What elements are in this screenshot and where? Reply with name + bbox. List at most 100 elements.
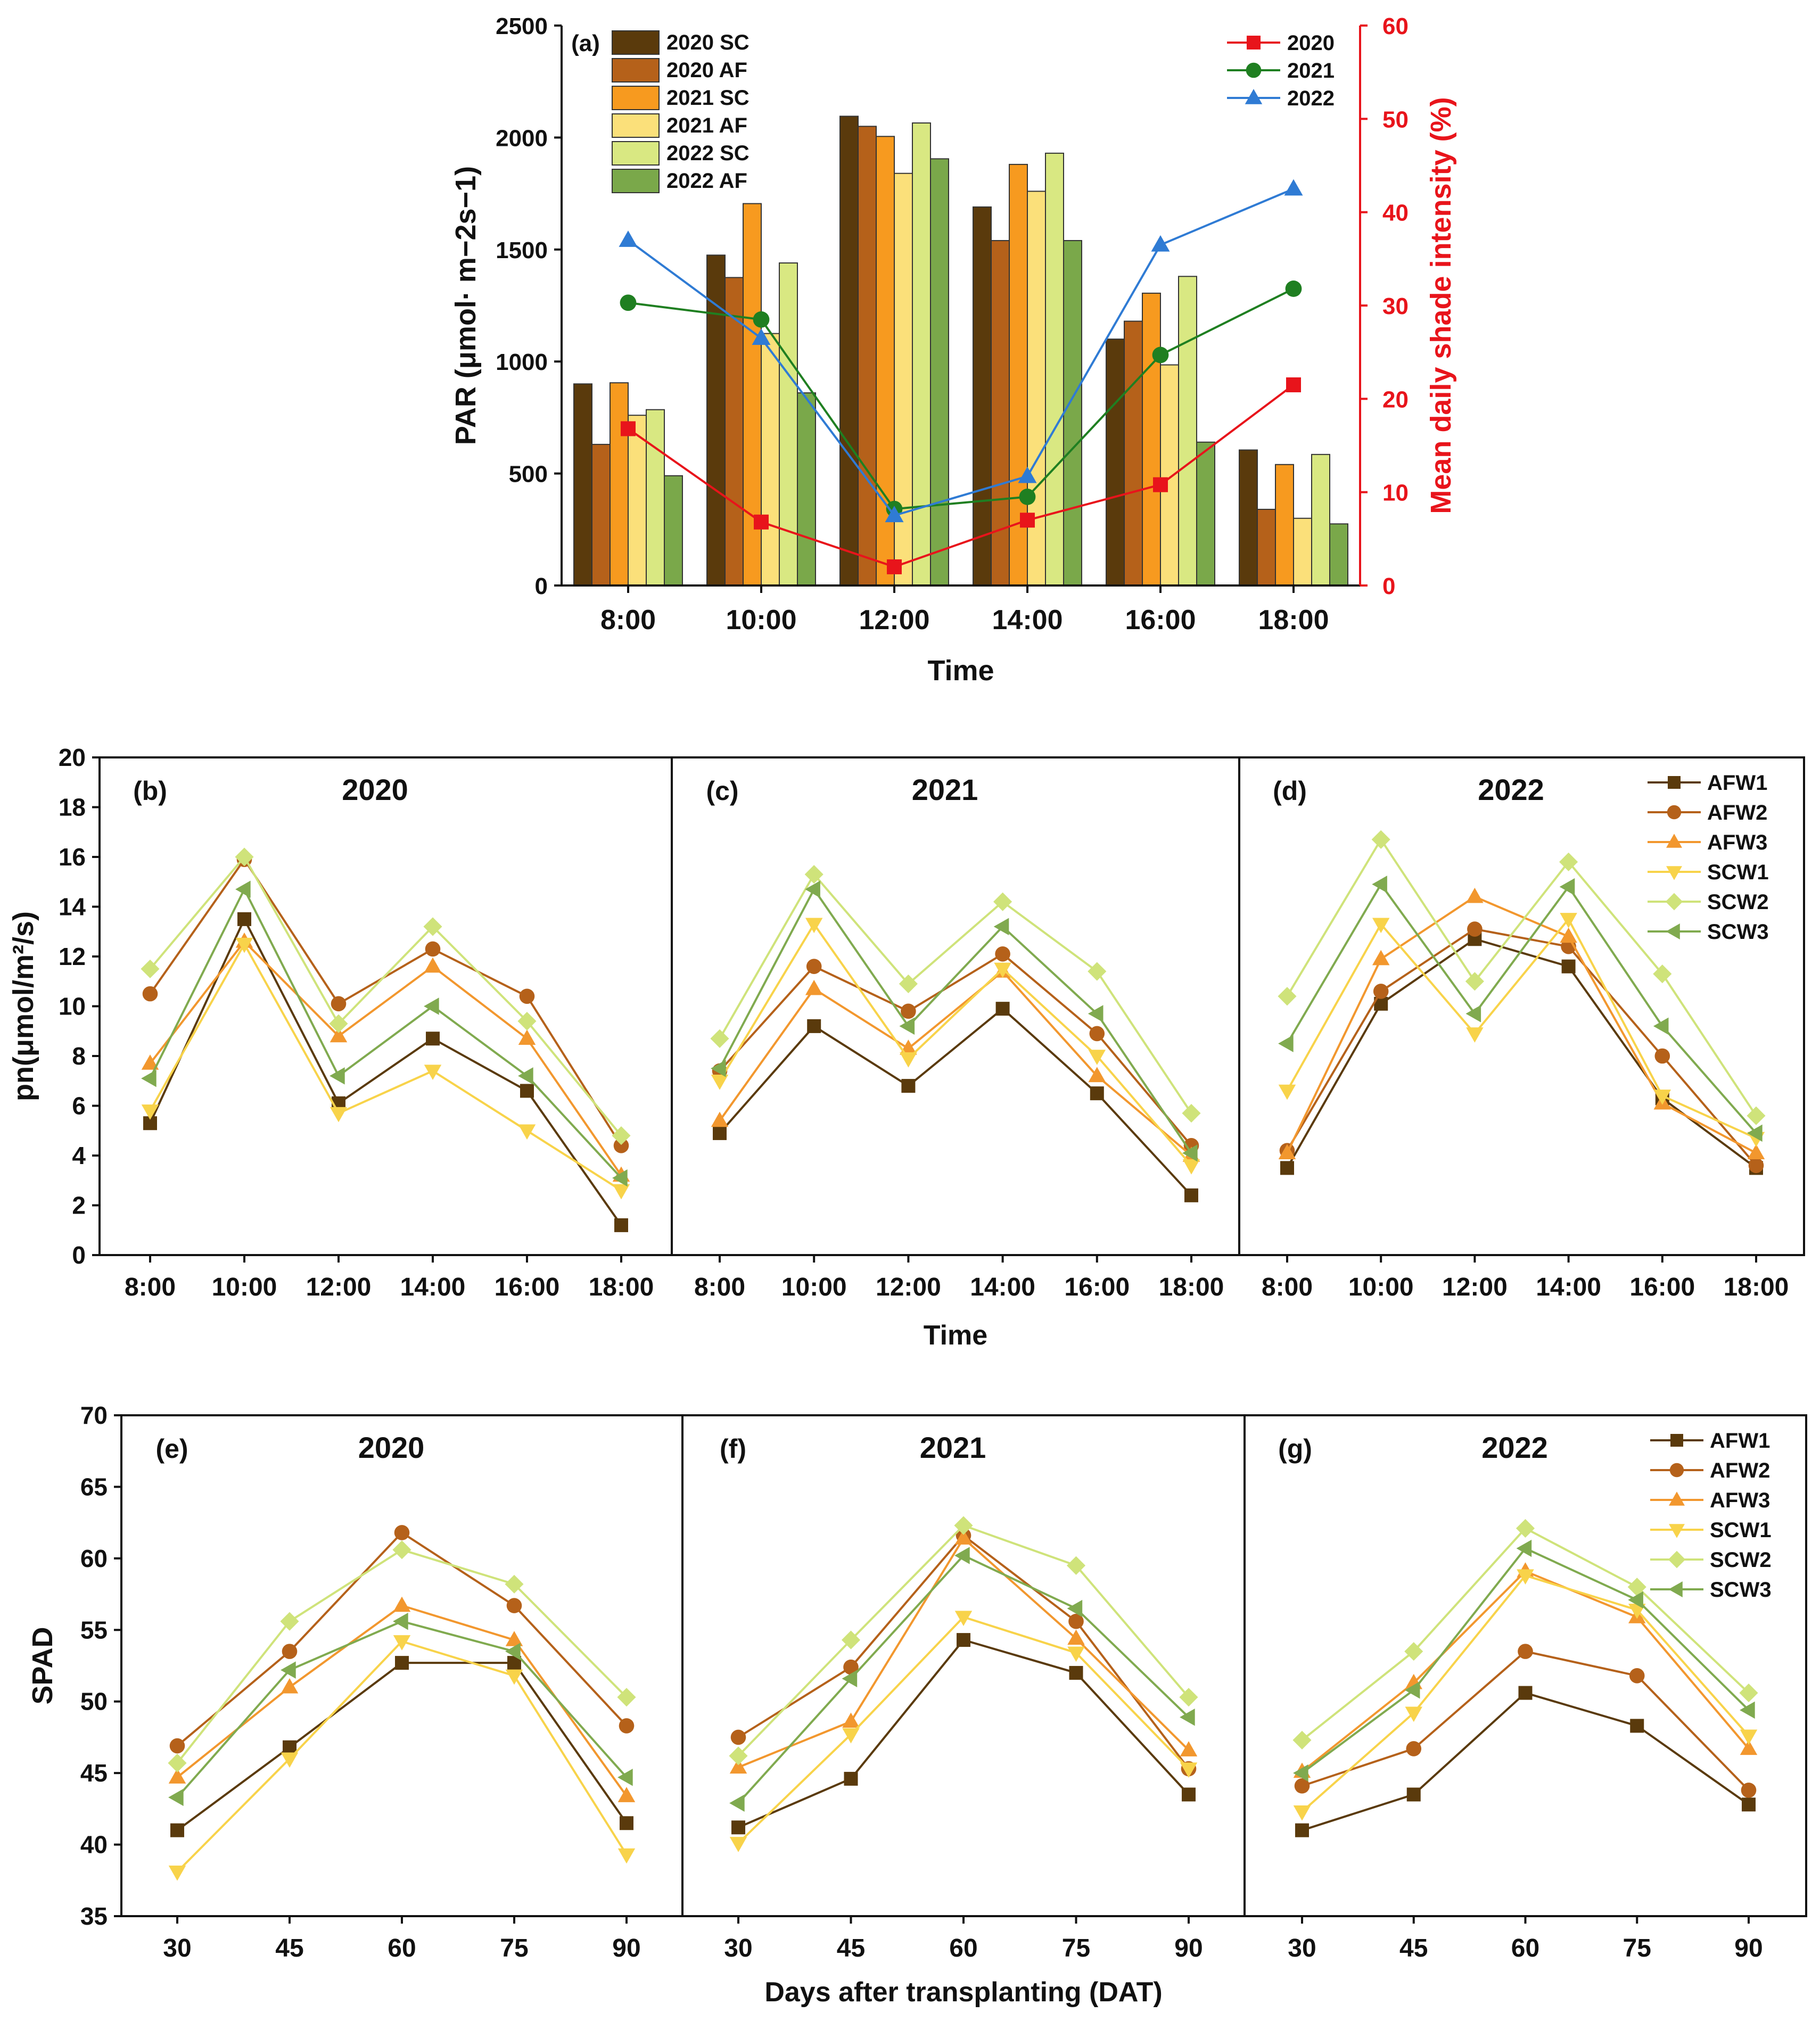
point-afw2-0 <box>169 1738 185 1754</box>
line-afw2 <box>1302 1650 1750 1791</box>
point-scw2-2 <box>1516 1519 1535 1538</box>
point-afw1-5 <box>614 1218 628 1232</box>
point-scw1-3 <box>1628 1603 1646 1619</box>
legend-label-afw3: AFW3 <box>1707 831 1767 854</box>
line-scw3 <box>149 887 622 1179</box>
bar-2022-sc-2 <box>912 122 931 587</box>
point-scw2-4 <box>517 1012 537 1031</box>
y-tick-label: 10 <box>59 993 86 1020</box>
point-scw2-4 <box>1653 964 1672 984</box>
point-2020-3 <box>1020 513 1035 528</box>
panel-title: 2021 <box>920 1431 986 1464</box>
y2-tick-label: 30 <box>1382 293 1409 319</box>
x-tick-label: 60 <box>388 1934 416 1962</box>
point-scw1-4 <box>617 1848 636 1864</box>
point-scw2-1 <box>280 1612 299 1631</box>
legend-label-2021: 2021 <box>1287 59 1335 83</box>
point-2020-4 <box>1153 477 1168 492</box>
panel-title: 2020 <box>358 1431 425 1464</box>
y-tick-label: 14 <box>59 893 86 921</box>
point-scw1-0 <box>1293 1805 1311 1821</box>
bar-2020-af-5 <box>1257 508 1276 586</box>
line-2022 <box>627 187 1294 517</box>
point-scw1-3 <box>424 1065 442 1080</box>
legend-label-scw3: SCW3 <box>1707 920 1769 944</box>
x-tick-label: 18:00 <box>1159 1273 1224 1301</box>
legend-label-scw2: SCW2 <box>1710 1548 1772 1572</box>
line-afw3 <box>149 939 622 1176</box>
point-scw3-3 <box>424 997 439 1015</box>
point-afw3-4 <box>617 1787 636 1802</box>
point-afw1-3 <box>995 1002 1010 1016</box>
point-2022-0 <box>619 230 638 247</box>
point-afw2-3 <box>1068 1613 1084 1629</box>
point-scw3-4 <box>1653 1017 1669 1035</box>
x-tick-label: 12:00 <box>306 1273 372 1301</box>
line-afw3 <box>719 970 1192 1157</box>
legend-marker-scw2 <box>1668 1550 1686 1569</box>
legend-marker-2020 <box>1247 36 1261 50</box>
bar-2020-sc-2 <box>839 116 859 586</box>
bar-2021-sc-4 <box>1142 292 1161 586</box>
y-tick-label: 2000 <box>496 125 548 151</box>
point-afw1-0 <box>731 1820 745 1835</box>
point-afw1-1 <box>1406 1787 1421 1802</box>
x-tick-label: 30 <box>163 1934 191 1962</box>
x-tick-label: 14:00 <box>400 1273 466 1301</box>
y2-tick-label: 0 <box>1382 573 1395 599</box>
x-tick-label: 8:00 <box>600 605 656 636</box>
point-scw1-2 <box>1466 1027 1484 1043</box>
point-afw1-2 <box>395 1656 409 1670</box>
point-scw3-4 <box>617 1768 633 1786</box>
panel-label: (c) <box>706 776 738 806</box>
bar-2021-af-2 <box>894 172 913 586</box>
point-afw2-3 <box>1629 1668 1645 1684</box>
point-scw2-2 <box>1465 972 1484 991</box>
point-afw3-4 <box>1088 1067 1106 1083</box>
y-tick-label: 55 <box>80 1616 108 1644</box>
y2-tick-label: 40 <box>1382 200 1409 226</box>
bar-2021-af-0 <box>628 415 647 587</box>
point-scw1-2 <box>900 1052 917 1068</box>
point-scw1-1 <box>281 1752 299 1768</box>
point-scw3-0 <box>729 1794 745 1812</box>
panel-label: (a) <box>571 30 600 56</box>
point-afw1-4 <box>1182 1787 1196 1802</box>
point-scw1-1 <box>842 1728 860 1744</box>
point-2020-2 <box>887 559 902 574</box>
point-scw3-1 <box>1372 876 1387 893</box>
point-scw3-5 <box>1182 1144 1198 1162</box>
legend-marker-scw3 <box>1666 923 1680 939</box>
y-tick-label: 0 <box>72 1241 86 1269</box>
x-tick-label: 90 <box>1174 1934 1203 1962</box>
point-scw1-1 <box>1405 1706 1422 1722</box>
bar-2021-af-5 <box>1293 517 1312 587</box>
point-afw2-0 <box>1294 1778 1310 1794</box>
point-afw3-4 <box>1740 1739 1758 1755</box>
legend-label-2022-af: 2022 AF <box>666 169 747 193</box>
line-scw3 <box>719 887 1192 1154</box>
legend-swatch-2022-sc <box>612 141 660 166</box>
point-afw1-3 <box>426 1032 440 1046</box>
x-tick-label: 30 <box>1288 1934 1316 1962</box>
x-tick-label: 14:00 <box>970 1273 1035 1301</box>
point-afw1-4 <box>1090 1086 1104 1101</box>
point-scw2-0 <box>168 1753 187 1772</box>
point-scw2-3 <box>993 892 1012 911</box>
legend-label-afw2: AFW2 <box>1710 1459 1770 1482</box>
row-pn-frame: 0 2 4 6 8 10 12 14 16 18 20 pn(μmol/m²/s) <box>7 744 1805 1269</box>
point-afw2-2 <box>331 996 347 1012</box>
legend-label-2022-sc: 2022 SC <box>666 142 750 165</box>
chart-g: 30 45 60 75 90 (g) 2022 AFW1 AFW2 AFW3 SCW1 SCW2 SCW… <box>1278 1429 1772 1962</box>
point-2020-5 <box>1286 377 1301 393</box>
y-axis-title: SPAD <box>27 1627 59 1704</box>
point-scw2-1 <box>841 1630 861 1649</box>
line-afw1 <box>1302 1692 1750 1832</box>
legend-marker-afw3 <box>1669 1491 1685 1506</box>
y-tick-label: 65 <box>80 1473 108 1500</box>
bar-2020-sc-0 <box>573 383 592 587</box>
legend-marker-scw2 <box>1665 893 1683 911</box>
legend-marker-afw1 <box>1668 776 1681 789</box>
point-2021-3 <box>1019 489 1036 505</box>
x-tick-label: 75 <box>1623 1934 1651 1962</box>
